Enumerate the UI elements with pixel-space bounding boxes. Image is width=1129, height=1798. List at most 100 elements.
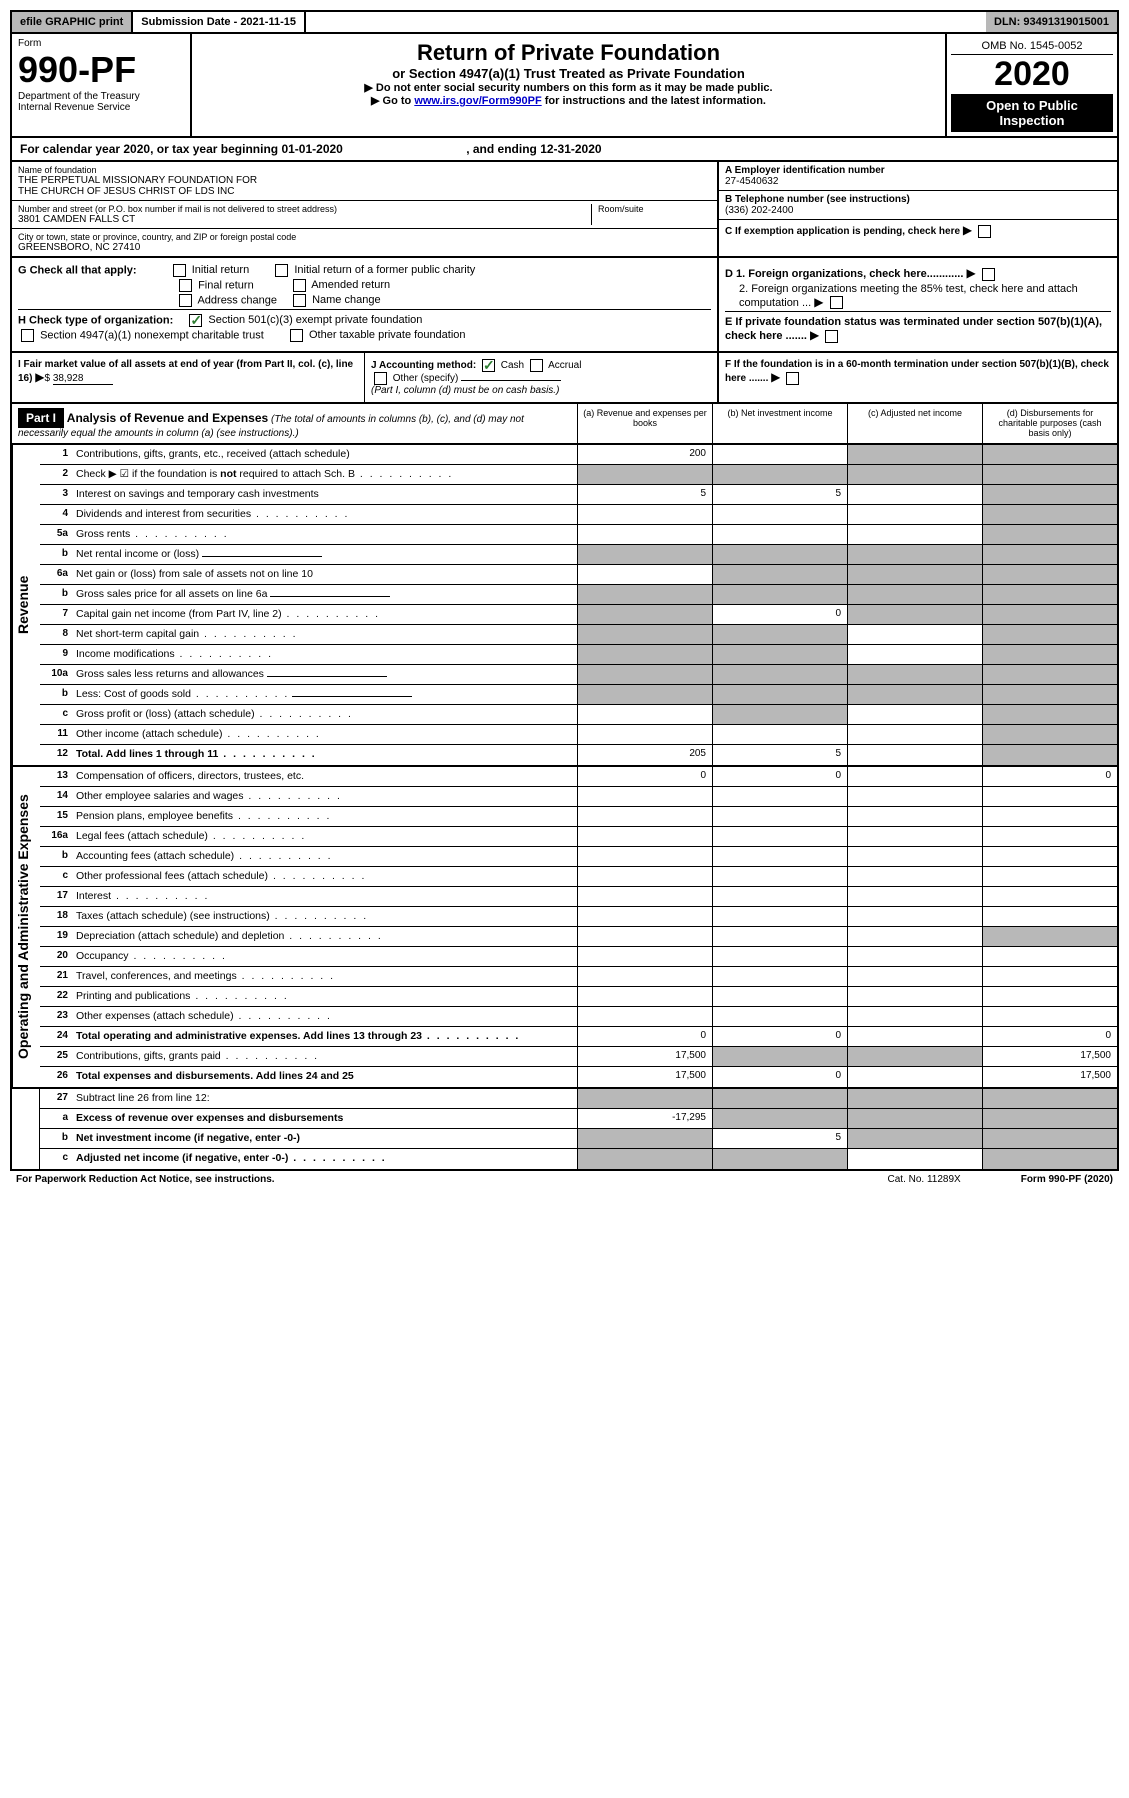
table-row: 3Interest on savings and temporary cash … (40, 485, 1117, 505)
address: 3801 CAMDEN FALLS CT (18, 214, 591, 225)
row-number: c (40, 867, 72, 886)
row-number: b (40, 847, 72, 866)
row-label: Other employee salaries and wages (72, 787, 577, 806)
row-number: b (40, 1129, 72, 1148)
row-label: Net gain or (loss) from sale of assets n… (72, 565, 577, 584)
table-row: 26Total expenses and disbursements. Add … (40, 1067, 1117, 1087)
table-row: 8Net short-term capital gain (40, 625, 1117, 645)
row-label: Depreciation (attach schedule) and deple… (72, 927, 577, 946)
cell-a (577, 807, 712, 826)
cell-a: 0 (577, 1027, 712, 1046)
phone-row: B Telephone number (see instructions) (3… (719, 191, 1117, 220)
chk-other-method[interactable] (374, 372, 387, 385)
cell-c (847, 705, 982, 724)
omb-number: OMB No. 1545-0052 (951, 38, 1113, 55)
dept-label: Department of the Treasury (18, 91, 184, 102)
chk-cash[interactable] (482, 359, 495, 372)
opt-address: Address change (197, 294, 277, 306)
chk-d2[interactable] (830, 296, 843, 309)
cell-c (847, 967, 982, 986)
chk-amended[interactable] (293, 279, 306, 292)
chk-name[interactable] (293, 294, 306, 307)
phone-label: B Telephone number (see instructions) (725, 194, 1111, 205)
cell-c (847, 585, 982, 604)
row-number: 2 (40, 465, 72, 484)
cell-a (577, 465, 712, 484)
cell-d (982, 525, 1117, 544)
city-label: City or town, state or province, country… (18, 232, 711, 242)
table-row: 2Check ▶ ☑ if the foundation is not requ… (40, 465, 1117, 485)
table-row: 18Taxes (attach schedule) (see instructi… (40, 907, 1117, 927)
table-row: 1Contributions, gifts, grants, etc., rec… (40, 445, 1117, 465)
cell-c (847, 645, 982, 664)
chk-4947[interactable] (21, 329, 34, 342)
cell-c (847, 1129, 982, 1148)
cell-b (712, 987, 847, 1006)
table-row: bLess: Cost of goods sold (40, 685, 1117, 705)
revenue-table: Revenue 1Contributions, gifts, grants, e… (10, 445, 1119, 767)
row-number: 16a (40, 827, 72, 846)
cell-d (982, 705, 1117, 724)
d1-row: D 1. Foreign organizations, check here..… (725, 266, 1111, 281)
cell-b (712, 907, 847, 926)
cell-a (577, 827, 712, 846)
chk-e[interactable] (825, 330, 838, 343)
room-label: Room/suite (598, 204, 711, 214)
cell-b (712, 1149, 847, 1169)
cell-b (712, 705, 847, 724)
table-row: 24Total operating and administrative exp… (40, 1027, 1117, 1047)
row-label: Excess of revenue over expenses and disb… (72, 1109, 577, 1128)
j-block: J Accounting method: Cash Accrual Other … (364, 353, 717, 402)
cell-d: 17,500 (982, 1047, 1117, 1066)
cell-d (982, 1129, 1117, 1148)
cell-b (712, 585, 847, 604)
form-number: 990-PF (18, 49, 184, 91)
table-row: 10aGross sales less returns and allowanc… (40, 665, 1117, 685)
irs-link[interactable]: www.irs.gov/Form990PF (414, 95, 541, 107)
row-label: Less: Cost of goods sold (72, 685, 577, 704)
table-row: cOther professional fees (attach schedul… (40, 867, 1117, 887)
cell-d: 0 (982, 1027, 1117, 1046)
address-row: Number and street (or P.O. box number if… (12, 201, 717, 229)
cell-b (712, 445, 847, 464)
cell-c (847, 605, 982, 624)
cell-c (847, 545, 982, 564)
chk-501c3[interactable] (189, 314, 202, 327)
cell-d (982, 585, 1117, 604)
row-number: c (40, 705, 72, 724)
chk-accrual[interactable] (530, 359, 543, 372)
cell-b: 5 (712, 1129, 847, 1148)
chk-final[interactable] (179, 279, 192, 292)
chk-f[interactable] (786, 372, 799, 385)
row-number: 8 (40, 625, 72, 644)
cell-c (847, 1109, 982, 1128)
row-label: Other income (attach schedule) (72, 725, 577, 744)
table-row: 15Pension plans, employee benefits (40, 807, 1117, 827)
opt-former: Initial return of a former public charit… (294, 264, 475, 276)
table-row: 14Other employee salaries and wages (40, 787, 1117, 807)
table-row: 27Subtract line 26 from line 12: (40, 1089, 1117, 1109)
chk-other-taxable[interactable] (290, 329, 303, 342)
opt-amended: Amended return (311, 279, 390, 291)
row-label: Compensation of officers, directors, tru… (72, 767, 577, 786)
cell-c (847, 927, 982, 946)
cell-a: 205 (577, 745, 712, 765)
cell-b (712, 685, 847, 704)
row-label: Subtract line 26 from line 12: (72, 1089, 577, 1108)
row-number: 20 (40, 947, 72, 966)
exemption-checkbox[interactable] (978, 225, 991, 238)
chk-d1[interactable] (982, 268, 995, 281)
chk-initial-former[interactable] (275, 264, 288, 277)
cell-a (577, 787, 712, 806)
cell-c (847, 847, 982, 866)
row-number: 26 (40, 1067, 72, 1087)
expenses-side-label: Operating and Administrative Expenses (12, 767, 40, 1087)
i-block: I Fair market value of all assets at end… (12, 353, 364, 402)
cell-c (847, 465, 982, 484)
cell-c (847, 807, 982, 826)
dln-label: DLN: 93491319015001 (986, 12, 1117, 32)
chk-initial-return[interactable] (173, 264, 186, 277)
row-label: Total. Add lines 1 through 11 (72, 745, 577, 765)
chk-address[interactable] (179, 294, 192, 307)
cell-c (847, 947, 982, 966)
